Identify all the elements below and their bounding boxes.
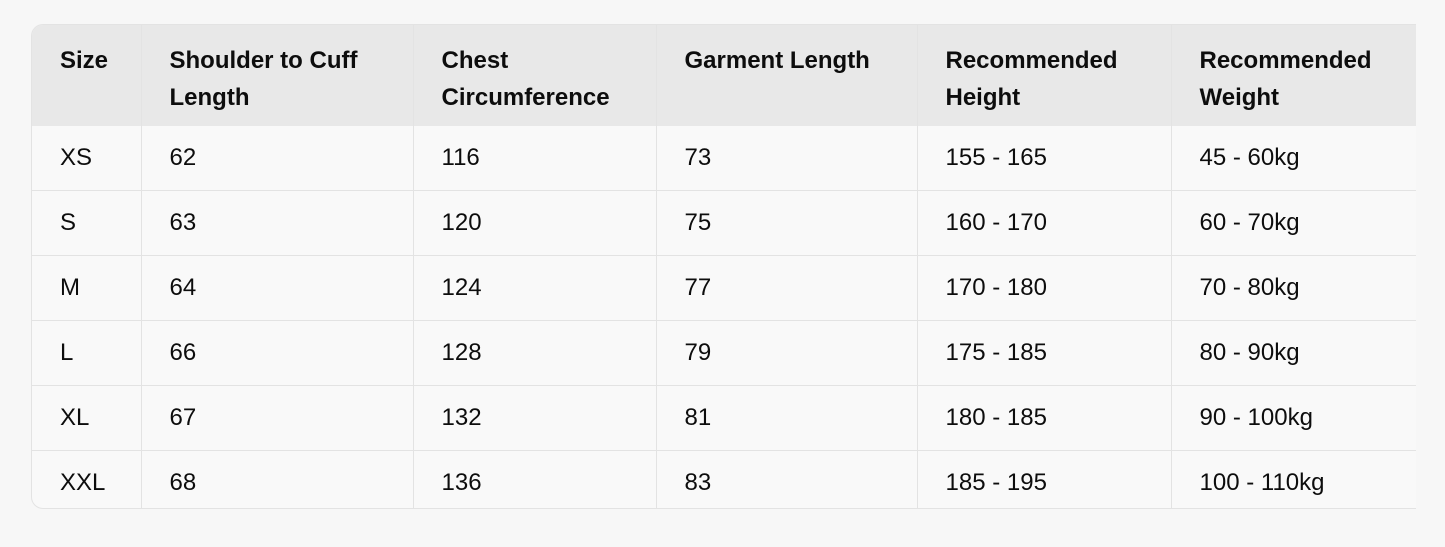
cell-chest: 136 xyxy=(413,450,657,508)
cell-height: 155 - 165 xyxy=(917,126,1172,191)
cell-shoulder-to-cuff: 67 xyxy=(141,385,414,451)
cell-weight: 90 - 100kg xyxy=(1171,385,1416,451)
header-shoulder-to-cuff: Shoulder to Cuff Length xyxy=(141,25,414,126)
header-garment-length: Garment Length xyxy=(656,25,918,126)
cell-height: 185 - 195 xyxy=(917,450,1172,508)
cell-weight: 70 - 80kg xyxy=(1171,255,1416,321)
table-row: XXL 68 136 83 185 - 195 100 - 110kg xyxy=(32,450,1416,508)
cell-garment-length: 79 xyxy=(656,320,918,386)
table-row: M 64 124 77 170 - 180 70 - 80kg xyxy=(32,255,1416,321)
header-height: Recommended Height xyxy=(917,25,1172,126)
size-chart-table-container: Size Shoulder to Cuff Length Chest Circu… xyxy=(31,24,1416,509)
cell-height: 170 - 180 xyxy=(917,255,1172,321)
header-size: Size xyxy=(32,25,142,126)
table-row: S 63 120 75 160 - 170 60 - 70kg xyxy=(32,190,1416,256)
cell-shoulder-to-cuff: 68 xyxy=(141,450,414,508)
cell-garment-length: 77 xyxy=(656,255,918,321)
cell-weight: 100 - 110kg xyxy=(1171,450,1416,508)
header-weight: Recommended Weight xyxy=(1171,25,1416,126)
cell-size: XS xyxy=(32,126,142,191)
cell-size: XL xyxy=(32,385,142,451)
cell-size: XXL xyxy=(32,450,142,508)
cell-weight: 80 - 90kg xyxy=(1171,320,1416,386)
cell-garment-length: 83 xyxy=(656,450,918,508)
cell-weight: 60 - 70kg xyxy=(1171,190,1416,256)
cell-height: 180 - 185 xyxy=(917,385,1172,451)
cell-chest: 128 xyxy=(413,320,657,386)
cell-size: L xyxy=(32,320,142,386)
cell-height: 160 - 170 xyxy=(917,190,1172,256)
cell-shoulder-to-cuff: 66 xyxy=(141,320,414,386)
header-row: Size Shoulder to Cuff Length Chest Circu… xyxy=(32,25,1416,126)
cell-shoulder-to-cuff: 62 xyxy=(141,126,414,191)
cell-size: M xyxy=(32,255,142,321)
table-row: L 66 128 79 175 - 185 80 - 90kg xyxy=(32,320,1416,386)
cell-garment-length: 81 xyxy=(656,385,918,451)
cell-chest: 116 xyxy=(413,126,657,191)
table-row: XL 67 132 81 180 - 185 90 - 100kg xyxy=(32,385,1416,451)
cell-shoulder-to-cuff: 63 xyxy=(141,190,414,256)
cell-size: S xyxy=(32,190,142,256)
cell-chest: 124 xyxy=(413,255,657,321)
cell-garment-length: 73 xyxy=(656,126,918,191)
header-chest: Chest Circumference xyxy=(413,25,657,126)
table-row: XS 62 116 73 155 - 165 45 - 60kg xyxy=(32,126,1416,191)
cell-height: 175 - 185 xyxy=(917,320,1172,386)
cell-shoulder-to-cuff: 64 xyxy=(141,255,414,321)
cell-garment-length: 75 xyxy=(656,190,918,256)
cell-chest: 120 xyxy=(413,190,657,256)
size-chart-table: Size Shoulder to Cuff Length Chest Circu… xyxy=(32,25,1416,508)
cell-chest: 132 xyxy=(413,385,657,451)
cell-weight: 45 - 60kg xyxy=(1171,126,1416,191)
